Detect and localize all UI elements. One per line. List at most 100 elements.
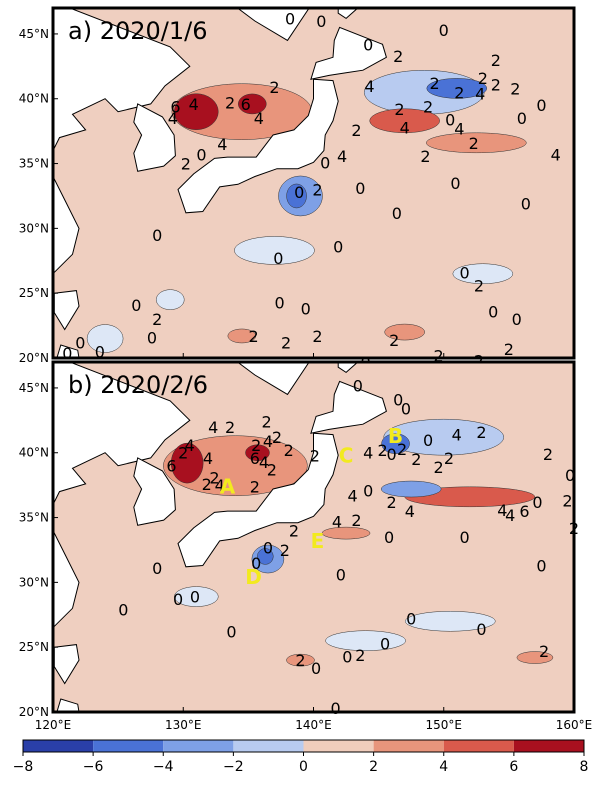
contour-label: 2 (469, 134, 479, 153)
colorbar-tick-label: −8 (13, 759, 34, 775)
panel-a-y-axis: 20°N 25°N 30°N 35°N 40°N 45°N (19, 27, 58, 365)
colorbar-tick-label: −6 (83, 759, 104, 775)
cool-anomaly-region (86, 324, 124, 353)
colorbar-tick-label: 8 (580, 759, 589, 775)
contour-label: 4 (189, 95, 199, 114)
contour-label: 0 (251, 554, 261, 573)
colorbar-bin (163, 740, 234, 752)
contour-label: 2 (491, 51, 501, 70)
contour-label: 2 (433, 458, 443, 477)
contour-label: 2 (280, 541, 290, 560)
region-label-a: A (220, 474, 236, 498)
y-tick-label: 40°N (19, 92, 49, 106)
region-label-e: E (311, 529, 325, 553)
contour-label: 4 (259, 453, 269, 472)
contour-label: 2 (543, 445, 553, 464)
contour-label: 0 (384, 528, 394, 547)
warm-anomaly-region (384, 323, 425, 341)
panel-a-map (53, 8, 574, 358)
y-tick-label: 40°N (19, 446, 49, 460)
contour-label: 0 (355, 179, 365, 198)
contour-label: 4 (215, 476, 225, 495)
contour-label: 2 (181, 155, 191, 174)
contour-label: 2 (476, 423, 486, 442)
contour-label: 2 (411, 450, 421, 469)
contour-label: 2 (387, 493, 397, 512)
cool-anomaly-region (380, 480, 442, 498)
cool-anomaly-region (452, 263, 514, 284)
asia-mainland (53, 8, 310, 275)
contour-label: 2 (377, 441, 387, 460)
contour-label: 2 (394, 100, 404, 119)
colorbar-tick-label: 6 (509, 759, 518, 775)
colorbar-bin (443, 740, 514, 752)
panel-a: 20°N25°N30°N35°N40°N45°N 0 0 002 22 24 2 4 2 202… (19, 6, 576, 372)
cool-anomaly-region (325, 630, 406, 651)
region-label-b: B (388, 424, 403, 448)
contour-label: 2 (209, 468, 219, 487)
contour-label: 2 (312, 180, 322, 199)
warm-anomaly-region (516, 651, 554, 664)
contour-label: 2 (504, 340, 514, 359)
contour-label: 2 (284, 441, 294, 460)
contour-label: 2 (248, 327, 258, 346)
panel-b-land (53, 362, 387, 712)
contour-label: 2 (454, 83, 464, 102)
contour-label: 2 (351, 121, 361, 140)
contour-label: 0 (393, 391, 403, 410)
contour-label: 2 (310, 446, 320, 465)
luzon-tip (56, 344, 80, 358)
panel-b-x-axis: 120°E 130°E 140°E 150°E 160°E (35, 707, 592, 732)
contour-label: 0 (459, 528, 469, 547)
panel-b: 20°N 25°N 30°N 35°N 40°N 45°N 120°E 130°E 140°E… (19, 360, 592, 732)
japan-hokkaido (310, 26, 387, 80)
contour-label: 0 (380, 634, 390, 653)
contour-label: 0 (131, 296, 141, 315)
contour-label: 2 (312, 327, 322, 346)
colorbar-bin (233, 740, 304, 752)
y-tick-label: 20°N (19, 351, 49, 365)
strong-warm-anomaly-region (174, 93, 219, 130)
contour-label: 0 (333, 238, 343, 257)
contour-label: 4 (217, 135, 227, 154)
colorbar-bin (93, 740, 164, 752)
y-tick-label: 35°N (19, 511, 49, 525)
contour-label: 2 (420, 147, 430, 166)
contour-label: 2 (272, 428, 282, 447)
contour-label: 0 (95, 343, 105, 362)
contour-label: 2 (444, 449, 454, 468)
contour-label: 0 (532, 493, 542, 512)
contour-label: 0 (196, 145, 206, 164)
contour-label: 0 (311, 659, 321, 678)
contour-label: 0 (336, 566, 346, 585)
contour-label: 4 (452, 426, 462, 445)
y-tick-label: 45°N (19, 27, 49, 41)
contour-label: 4 (364, 77, 374, 96)
y-tick-label: 25°N (19, 640, 49, 654)
contour-label: 0 (517, 109, 527, 128)
contour-label: 0 (316, 12, 326, 31)
contour-label: 0 (331, 699, 341, 718)
contour-label: 0 (320, 153, 330, 172)
colorbar-tick-label: −4 (153, 759, 174, 775)
contour-label: 4 (505, 506, 515, 525)
region-label-c: C (339, 443, 354, 467)
contour-label: 0 (423, 431, 433, 450)
strong-warm-anomaly-region (170, 442, 204, 484)
strong-cool-anomaly-region (381, 433, 410, 454)
contour-label: 6 (170, 98, 180, 117)
contour-label: 0 (406, 610, 416, 629)
strong-warm-anomaly-region (245, 444, 270, 461)
contour-label: 2 (178, 444, 188, 463)
strong-cool-anomaly-region (257, 548, 274, 565)
contour-label: 0 (459, 263, 469, 282)
contour-label: 0 (439, 21, 449, 40)
japan-hokkaido (310, 380, 387, 434)
contour-label: 0 (118, 601, 128, 620)
colorbar-bin (303, 740, 374, 752)
contour-label: 0 (521, 195, 531, 214)
contour-label: 0 (565, 466, 575, 485)
contour-label: 4 (363, 444, 373, 463)
colorbar-tick-label: 0 (299, 759, 308, 775)
panel-a-anomaly-field (86, 70, 527, 353)
